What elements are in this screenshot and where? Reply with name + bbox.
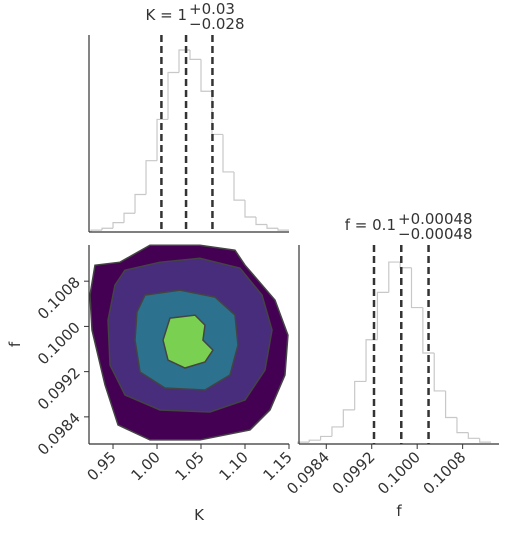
- hist-bin: [101, 227, 114, 231]
- hist-bin: [255, 216, 268, 226]
- hist-bin: [123, 212, 136, 223]
- hist-bin: [222, 134, 235, 173]
- title-superscript: +0.00048: [398, 210, 473, 228]
- hist-bin: [189, 50, 202, 60]
- hist-bin: [342, 409, 355, 427]
- x-tick-label: 0.1000: [374, 448, 424, 498]
- y-tick-label: 0.0992: [34, 364, 84, 414]
- y-tick-label: 0.1008: [34, 273, 84, 323]
- hist-bin: [145, 160, 158, 195]
- hist-bin: [467, 432, 480, 439]
- hist-bin: [422, 307, 435, 354]
- hist-bin: [112, 222, 125, 229]
- x-axis-label: f: [396, 502, 402, 520]
- x-tick-label: 0.95: [83, 448, 119, 484]
- hist-bin: [444, 390, 457, 419]
- hist-bin: [456, 417, 469, 434]
- hist-bin: [178, 49, 191, 73]
- hist-bin: [297, 441, 310, 444]
- x-axis-label: K: [194, 506, 205, 524]
- panel-title: f = 0.1: [345, 216, 396, 234]
- title-subscript: −0.00048: [398, 225, 473, 243]
- hist-bin: [167, 71, 180, 120]
- hist-bin: [277, 228, 289, 231]
- y-tick-label: 0.0984: [34, 409, 84, 459]
- hist-bin: [365, 339, 378, 382]
- y-tick-label: 0.1000: [34, 319, 84, 369]
- x-tick-label: 1.10: [215, 448, 251, 484]
- hist-bin: [156, 118, 169, 161]
- x-tick-label: 1.05: [171, 448, 207, 484]
- hist-bin: [410, 267, 423, 309]
- hist-bin: [134, 193, 147, 214]
- y-axis-label: f: [6, 341, 24, 347]
- hist-bin: [319, 435, 332, 441]
- hist-bin: [354, 380, 367, 410]
- hist-bin: [388, 261, 401, 293]
- x-tick-label: 0.0992: [329, 448, 379, 498]
- hist-bin: [244, 200, 257, 218]
- hist-bin: [200, 59, 213, 92]
- panel-title: K = 1: [146, 6, 187, 24]
- x-tick-label: 0.0984: [283, 448, 333, 498]
- hist-bin: [376, 291, 389, 340]
- x-tick-label: 1.00: [127, 448, 163, 484]
- hist-bin: [266, 224, 279, 229]
- title-superscript: +0.03: [189, 0, 235, 18]
- x-tick-label: 0.1008: [420, 448, 470, 498]
- hist-bin: [233, 171, 246, 201]
- hist-bin: [308, 439, 321, 443]
- hist-bin: [331, 426, 344, 437]
- contour-level: [162, 314, 214, 369]
- hist-bin: [90, 229, 103, 232]
- hist-bin: [479, 438, 492, 443]
- title-subscript: −0.028: [189, 15, 245, 33]
- hist-bin: [433, 353, 446, 392]
